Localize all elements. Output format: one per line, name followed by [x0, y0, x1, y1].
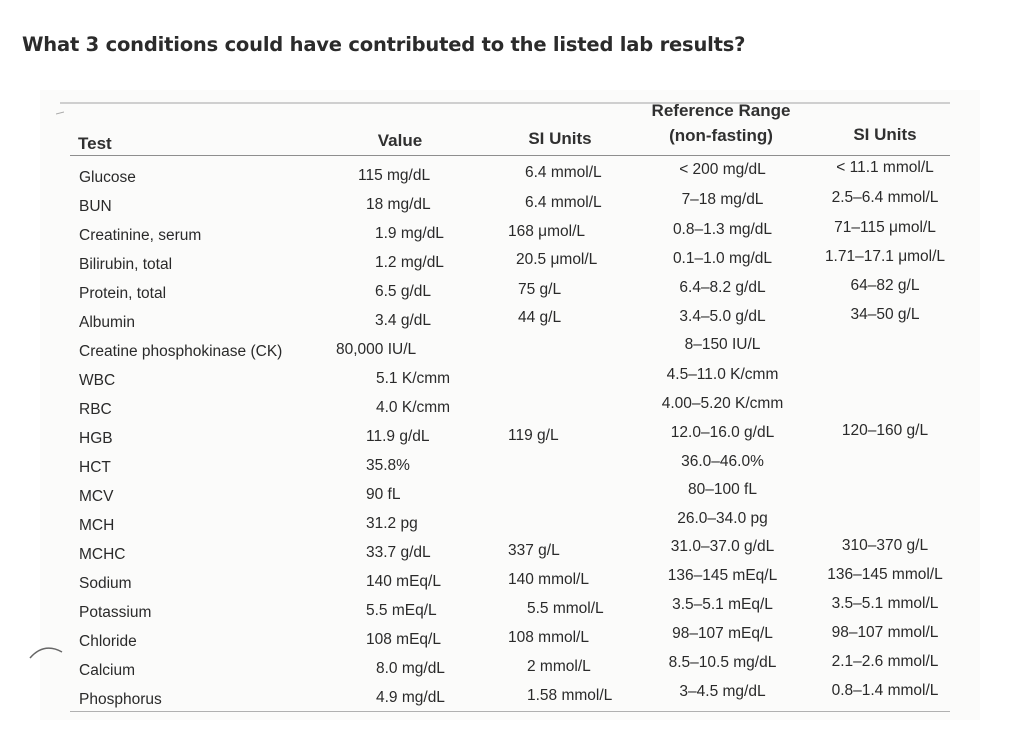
- table-cell-value: 90 fL: [366, 486, 401, 503]
- table-cell-value: 4.9 mg/dL: [376, 689, 445, 706]
- header-rule: [70, 155, 950, 156]
- table-cell-value: 11.9 g/dL: [366, 428, 430, 445]
- table-cell-si-units: 20.5 μmol/L: [516, 251, 598, 268]
- table-cell-si-units-reference: 34–50 g/L: [850, 306, 920, 323]
- table-cell-si-units: 6.4 mmol/L: [525, 194, 602, 211]
- table-cell-value: 4.0 K/cmm: [376, 399, 451, 416]
- table-cell-si-units-reference: 2.5–6.4 mmol/L: [831, 189, 939, 206]
- table-cell-reference-range: 98–107 mEq/L: [672, 625, 773, 642]
- table-cell-si-units-reference: 310–370 g/L: [841, 537, 929, 554]
- table-cell-test: Creatine phosphokinase (CK): [79, 343, 283, 360]
- table-cell-test: WBC: [79, 372, 116, 389]
- table-cell-test: MCHC: [79, 546, 126, 563]
- bottom-rule: [70, 711, 950, 712]
- table-cell-si-units: 6.4 mmol/L: [525, 164, 602, 181]
- table-cell-reference-range: 36.0–46.0%: [681, 453, 764, 470]
- table-cell-reference-range: 8–150 IU/L: [684, 336, 761, 353]
- table-cell-value: 31.2 pg: [366, 515, 418, 532]
- table-cell-test: Glucose: [79, 169, 136, 186]
- table-cell-reference-range: 0.8–1.3 mg/dL: [672, 221, 773, 238]
- table-cell-reference-range: 0.1–1.0 mg/dL: [672, 250, 773, 267]
- table-cell-test: Sodium: [79, 575, 132, 592]
- table-cell-value: 80,000 IU/L: [336, 341, 417, 358]
- table-cell-si-units: 44 g/L: [518, 309, 562, 326]
- table-cell-reference-range: 8.5–10.5 mg/dL: [668, 654, 777, 671]
- header-reference-range: Reference Range: [651, 101, 791, 120]
- table-cell-si-units-reference: 0.8–1.4 mmol/L: [831, 682, 939, 699]
- table-cell-test: HCT: [79, 459, 111, 476]
- header-value: Value: [377, 131, 423, 150]
- table-cell-reference-range: 4.00–5.20 K/cmm: [661, 395, 784, 412]
- table-cell-si-units-reference: 2.1–2.6 mmol/L: [831, 653, 939, 670]
- table-cell-test: Bilirubin, total: [79, 256, 173, 273]
- table-cell-test: MCH: [79, 517, 115, 534]
- table-cell-si-units: 75 g/L: [518, 281, 562, 298]
- table-cell-value: 115 mg/dL: [358, 167, 431, 184]
- scan-mark: [55, 100, 65, 115]
- table-cell-si-units: 168 μmol/L: [508, 223, 586, 240]
- table-cell-reference-range: 80–100 fL: [688, 481, 757, 498]
- table-cell-si-units-reference: < 11.1 mmol/L: [836, 159, 934, 176]
- table-cell-value: 1.9 mg/dL: [375, 225, 444, 242]
- question-text: What 3 conditions could have contributed…: [22, 33, 746, 56]
- top-rule: [60, 102, 950, 104]
- table-cell-si-units: 140 mmol/L: [508, 571, 589, 588]
- table-cell-test: Calcium: [79, 662, 135, 679]
- header-si-units-reference: SI Units: [853, 125, 917, 144]
- table-cell-si-units: 2 mmol/L: [527, 658, 591, 675]
- table-cell-si-units: 337 g/L: [508, 542, 560, 559]
- table-cell-test: BUN: [79, 198, 112, 215]
- table-cell-reference-range: 7–18 mg/dL: [681, 191, 764, 208]
- table-cell-reference-range: 6.4–8.2 g/dL: [679, 279, 766, 296]
- table-cell-value: 18 mg/dL: [366, 196, 431, 213]
- table-cell-si-units: 1.58 mmol/L: [527, 687, 613, 704]
- table-cell-reference-range: 26.0–34.0 pg: [677, 510, 768, 527]
- table-cell-value: 35.8%: [366, 457, 410, 474]
- table-cell-reference-range: 31.0–37.0 g/dL: [670, 538, 775, 555]
- table-cell-si-units: 5.5 mmol/L: [527, 600, 604, 617]
- table-cell-reference-range: 3.5–5.1 mEq/L: [672, 596, 773, 613]
- table-cell-si-units: 108 mmol/L: [508, 629, 589, 646]
- table-cell-reference-range: 136–145 mEq/L: [667, 567, 778, 584]
- table-cell-value: 1.2 mg/dL: [375, 254, 444, 271]
- header-test: Test: [78, 134, 112, 153]
- table-cell-si-units-reference: 98–107 mmol/L: [831, 624, 939, 641]
- table-cell-si-units: 119 g/L: [508, 427, 559, 444]
- table-cell-reference-range: 3.4–5.0 g/dL: [679, 308, 766, 325]
- table-cell-si-units-reference: 71–115 μmol/L: [834, 219, 936, 236]
- table-cell-reference-range: 12.0–16.0 g/dL: [670, 424, 775, 441]
- page-curl-mark: [28, 638, 68, 668]
- table-cell-value: 5.1 K/cmm: [376, 370, 451, 387]
- table-cell-test: Protein, total: [79, 285, 167, 302]
- table-cell-si-units-reference: 1.71–17.1 μmol/L: [824, 248, 946, 265]
- table-cell-test: HGB: [79, 430, 113, 447]
- table-cell-si-units-reference: 64–82 g/L: [850, 277, 920, 294]
- table-cell-test: Phosphorus: [79, 691, 162, 708]
- table-cell-si-units-reference: 120–160 g/L: [841, 422, 929, 439]
- table-cell-value: 8.0 mg/dL: [376, 660, 445, 677]
- table-cell-value: 108 mEq/L: [366, 631, 441, 648]
- table-cell-value: 5.5 mEq/L: [366, 602, 437, 619]
- table-cell-value: 6.5 g/dL: [375, 283, 432, 300]
- table-cell-test: Creatinine, serum: [79, 227, 202, 244]
- header-si-units: SI Units: [528, 129, 592, 148]
- table-cell-value: 140 mEq/L: [366, 573, 441, 590]
- table-cell-test: Chloride: [79, 633, 137, 650]
- scanned-table-image: [40, 90, 980, 720]
- header-reference-range-note: (non-fasting): [669, 126, 773, 145]
- table-cell-reference-range: < 200 mg/dL: [679, 161, 766, 178]
- table-cell-si-units-reference: 136–145 mmol/L: [827, 566, 943, 583]
- table-cell-value: 33.7 g/dL: [366, 544, 431, 561]
- table-cell-reference-range: 3–4.5 mg/dL: [679, 683, 766, 700]
- table-cell-test: RBC: [79, 401, 112, 418]
- table-cell-test: Potassium: [79, 604, 152, 621]
- table-cell-value: 3.4 g/dL: [375, 312, 432, 329]
- table-cell-test: Albumin: [79, 314, 135, 331]
- table-cell-si-units-reference: 3.5–5.1 mmol/L: [831, 595, 939, 612]
- table-cell-test: MCV: [79, 488, 114, 505]
- table-cell-reference-range: 4.5–11.0 K/cmm: [666, 366, 779, 383]
